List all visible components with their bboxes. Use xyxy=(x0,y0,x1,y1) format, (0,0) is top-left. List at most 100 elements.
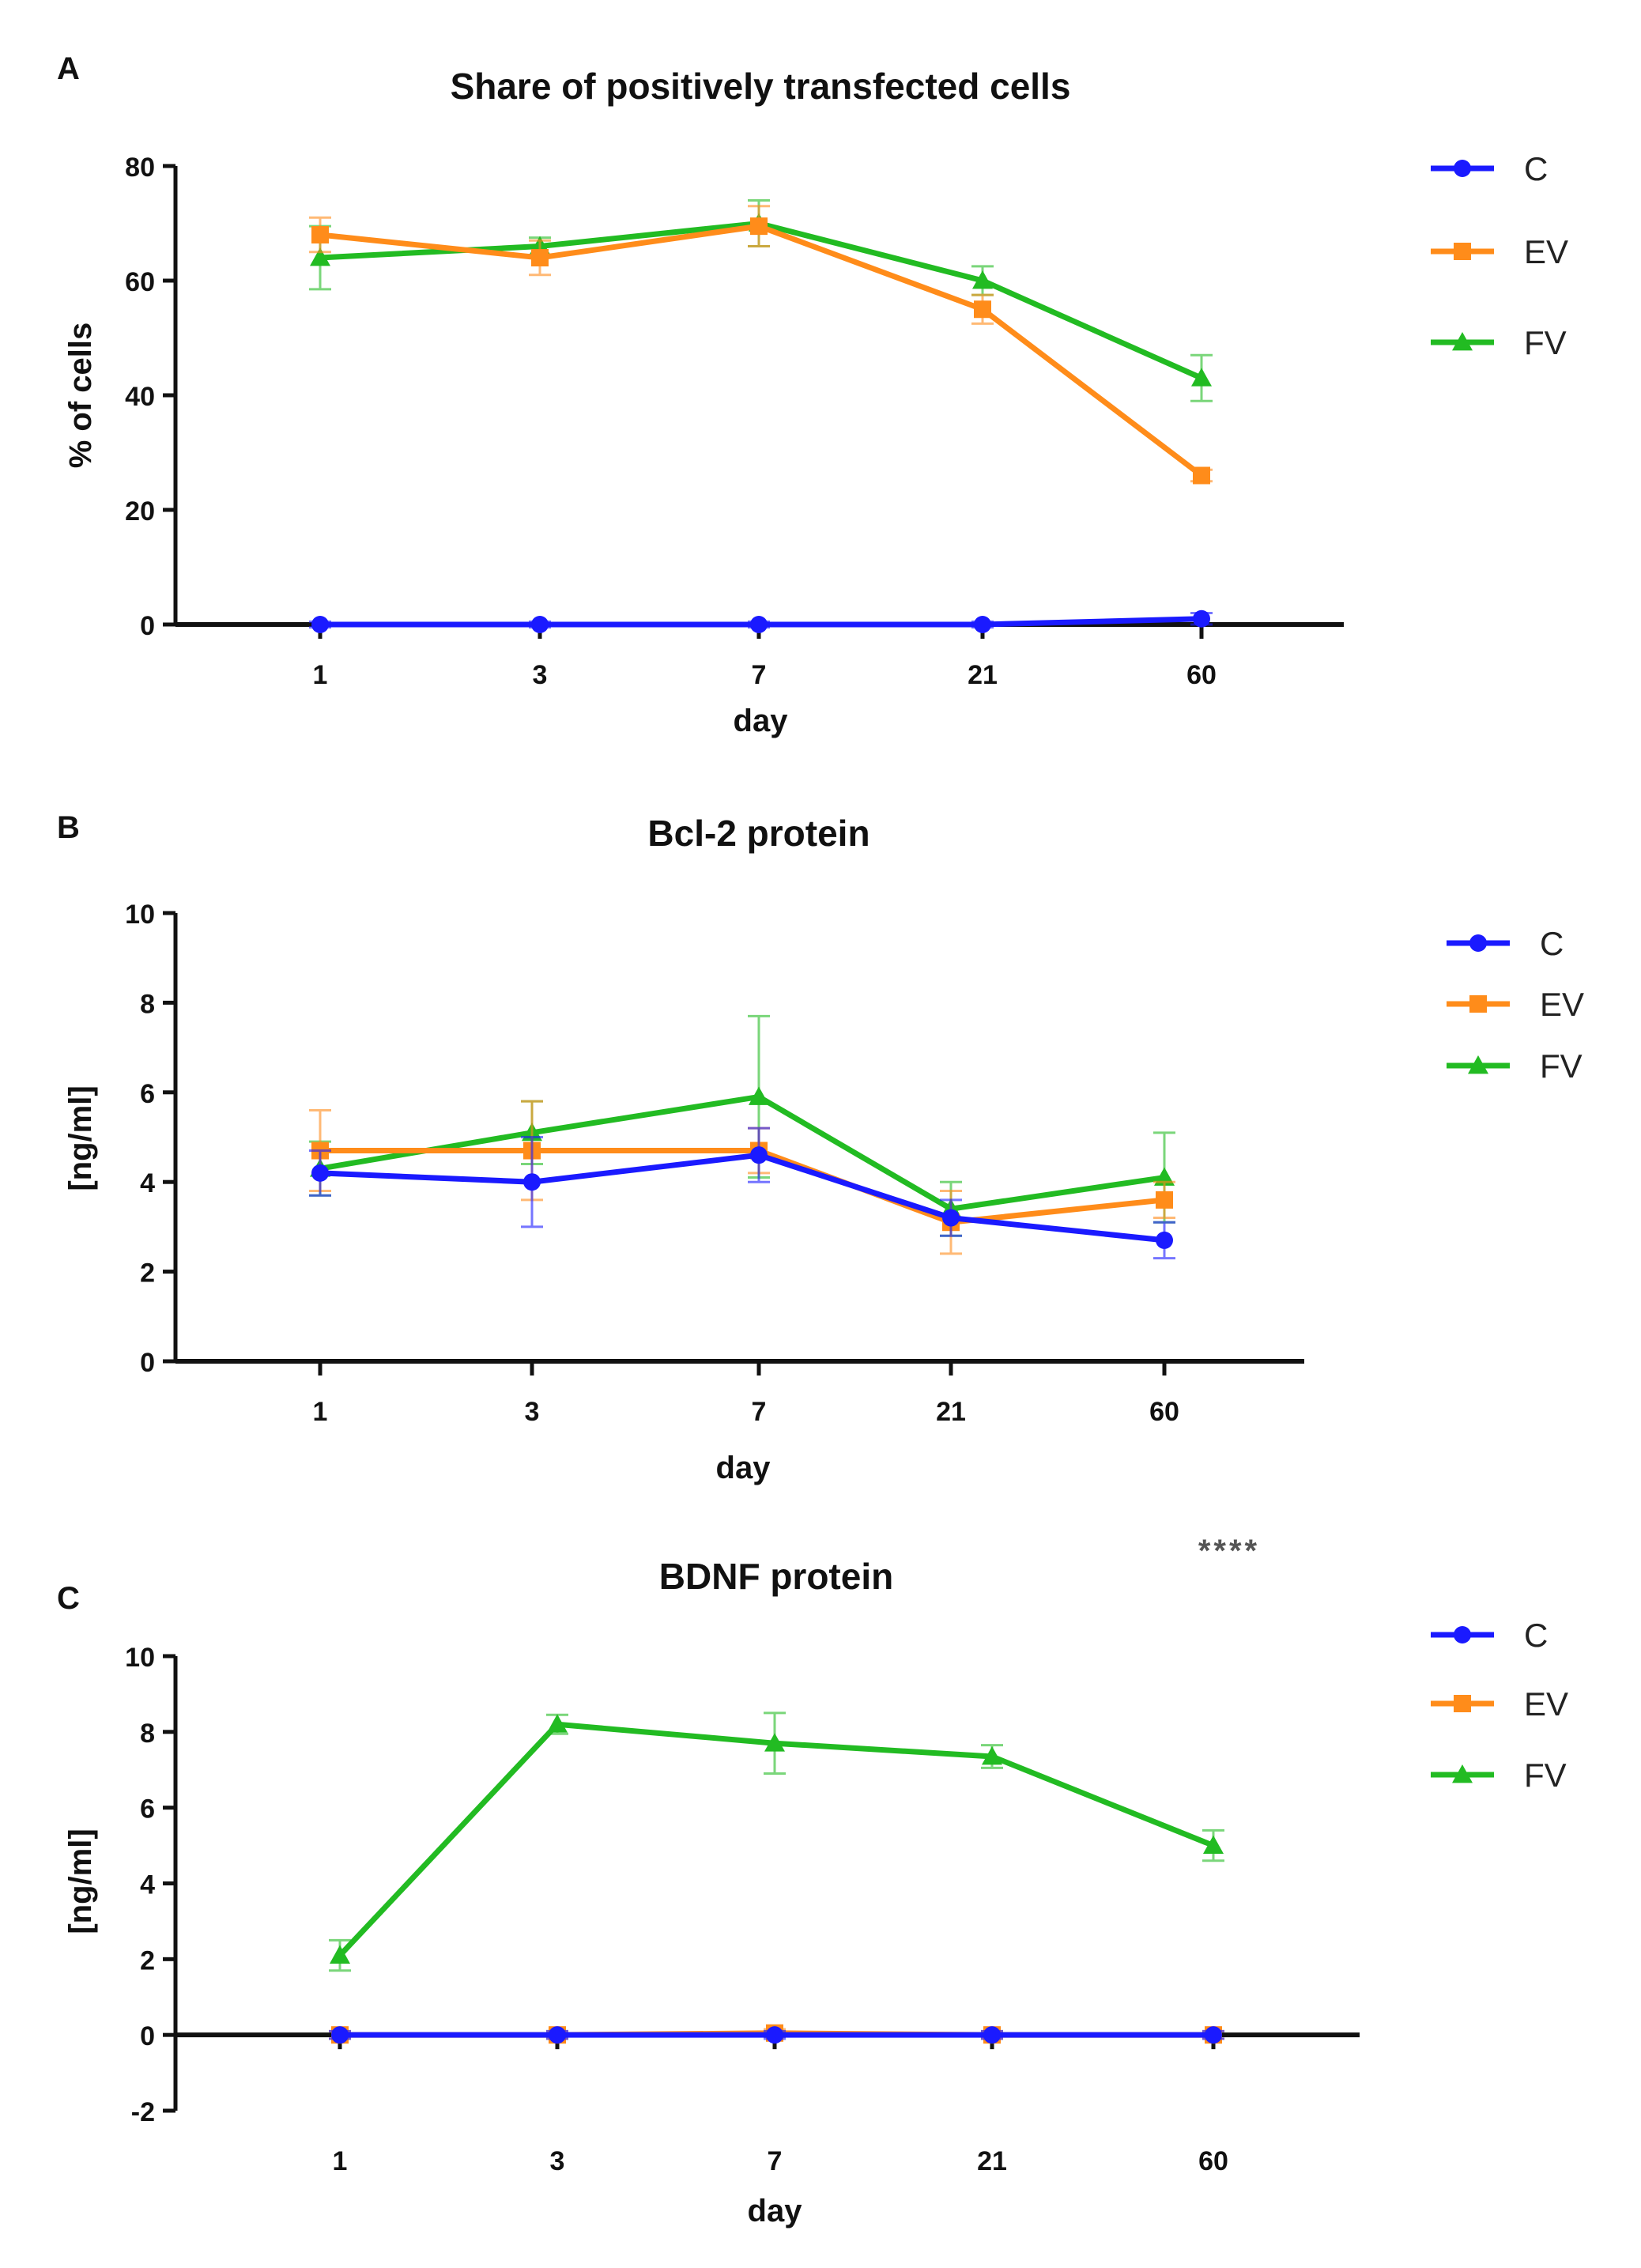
x-axis-label: day xyxy=(748,2194,803,2228)
legend-label: C xyxy=(1524,1617,1548,1654)
panel-a: A Share of positively transfected cells 0 2… xyxy=(57,51,1568,738)
data-point xyxy=(1193,609,1210,628)
data-point xyxy=(983,2026,1001,2044)
x-tick-label: 3 xyxy=(550,2146,565,2176)
data-point xyxy=(1191,368,1212,387)
legend-label: FV xyxy=(1540,1047,1583,1085)
y-tick-label: 60 xyxy=(125,267,155,297)
legend-item-fv: FV xyxy=(1431,324,1567,361)
legend-item-c: C xyxy=(1447,925,1564,962)
y-tick-label: 4 xyxy=(140,1870,155,1900)
data-point xyxy=(531,616,549,633)
data-point xyxy=(1156,1231,1173,1249)
legend-label: C xyxy=(1524,150,1548,187)
y-tick-label: 10 xyxy=(125,1643,155,1673)
y-tick-label: 10 xyxy=(125,900,155,930)
legend-item-fv: FV xyxy=(1447,1047,1583,1085)
y-tick-label: 20 xyxy=(125,496,155,526)
y-tick-label: 8 xyxy=(140,989,155,1019)
legend-marker xyxy=(1454,160,1471,177)
data-point xyxy=(311,1164,329,1182)
legend-label: EV xyxy=(1524,1685,1568,1723)
data-point xyxy=(331,2026,349,2044)
x-tick-label: 3 xyxy=(533,660,548,690)
x-tick-label: 7 xyxy=(752,1397,767,1427)
y-tick-label: 6 xyxy=(140,1079,155,1109)
x-tick-label: 1 xyxy=(313,1397,328,1427)
legend-marker xyxy=(1452,1764,1473,1783)
y-tick-label: 2 xyxy=(140,1945,155,1976)
legend-item-c: C xyxy=(1431,150,1548,187)
x-tick-label: 7 xyxy=(768,2146,783,2176)
data-point xyxy=(1205,2026,1222,2044)
series-fv xyxy=(309,1014,1175,1237)
data-point xyxy=(531,249,549,266)
y-tick-label: -2 xyxy=(131,2097,155,2127)
y-tick-label: 0 xyxy=(140,2021,155,2051)
x-tick-label: 1 xyxy=(333,2146,348,2176)
data-point xyxy=(982,1745,1002,1765)
data-point xyxy=(974,300,991,319)
data-point xyxy=(1193,466,1210,485)
data-point xyxy=(310,247,330,266)
data-point xyxy=(749,1086,769,1105)
panel-label: C xyxy=(57,1581,80,1616)
legend-label: EV xyxy=(1540,986,1584,1023)
series-line xyxy=(320,1148,1165,1225)
chart-title: Bcl-2 protein xyxy=(647,813,870,854)
x-tick-label: 60 xyxy=(1186,660,1217,690)
legend-item-ev: EV xyxy=(1431,233,1568,270)
data-point xyxy=(311,616,329,633)
panel-b: B Bcl-2 protein 0 2 4 6 8 10 1 3 7 21 60 day [ng/ml] CE… xyxy=(57,810,1584,1485)
data-point xyxy=(330,1945,350,1964)
y-axis-label: [ng/ml] xyxy=(63,1085,98,1191)
data-point xyxy=(972,270,993,289)
y-tick-label: 2 xyxy=(140,1259,155,1289)
legend-marker xyxy=(1452,332,1473,351)
legend-marker xyxy=(1454,243,1471,260)
chart-title: BDNF protein xyxy=(659,1556,893,1597)
data-point xyxy=(523,1173,541,1191)
y-axis-label: [ng/ml] xyxy=(63,1828,98,1934)
x-tick-label: 21 xyxy=(977,2146,1007,2176)
y-tick-label: 0 xyxy=(140,1348,155,1378)
panel-label: B xyxy=(57,810,80,845)
series-fv xyxy=(329,1711,1224,1972)
legend-marker xyxy=(1454,1695,1471,1712)
y-tick-label: 80 xyxy=(125,153,155,183)
x-tick-label: 7 xyxy=(752,660,767,690)
y-tick-label: 8 xyxy=(140,1719,155,1749)
y-tick-label: 40 xyxy=(125,382,155,412)
data-point xyxy=(750,217,768,236)
significance-annotation: **** xyxy=(1198,1534,1260,1568)
legend-marker xyxy=(1469,995,1487,1013)
data-point xyxy=(974,616,991,633)
chart-title: Share of positively transfected cells xyxy=(451,66,1071,107)
legend-label: EV xyxy=(1524,233,1568,270)
x-tick-label: 3 xyxy=(525,1397,540,1427)
legend-label: FV xyxy=(1524,324,1567,361)
data-point xyxy=(750,616,768,633)
series-c xyxy=(309,1126,1175,1260)
data-point xyxy=(1203,1835,1224,1854)
data-point xyxy=(750,1146,768,1164)
y-tick-label: 6 xyxy=(140,1794,155,1825)
data-point xyxy=(547,1714,568,1733)
x-tick-label: 1 xyxy=(313,660,328,690)
panel-c: C BDNF protein -2 0 2 4 6 8 10 1 3 7 21 60 day [ng/ml] *… xyxy=(57,1534,1568,2228)
legend-label: C xyxy=(1540,925,1564,962)
x-tick-label: 60 xyxy=(1149,1397,1179,1427)
legend-marker xyxy=(1469,934,1487,952)
data-point xyxy=(549,2026,566,2044)
legend-item-ev: EV xyxy=(1431,1685,1568,1723)
y-axis-label: % of cells xyxy=(63,323,98,469)
series-ev xyxy=(309,205,1213,485)
panel-label: A xyxy=(57,51,80,86)
data-point xyxy=(766,2026,783,2044)
y-tick-label: 0 xyxy=(140,611,155,641)
x-tick-label: 21 xyxy=(968,660,998,690)
legend-marker xyxy=(1468,1055,1488,1074)
legend-item-fv: FV xyxy=(1431,1757,1567,1794)
series-line xyxy=(319,223,1204,478)
y-tick-label: 4 xyxy=(140,1168,155,1198)
